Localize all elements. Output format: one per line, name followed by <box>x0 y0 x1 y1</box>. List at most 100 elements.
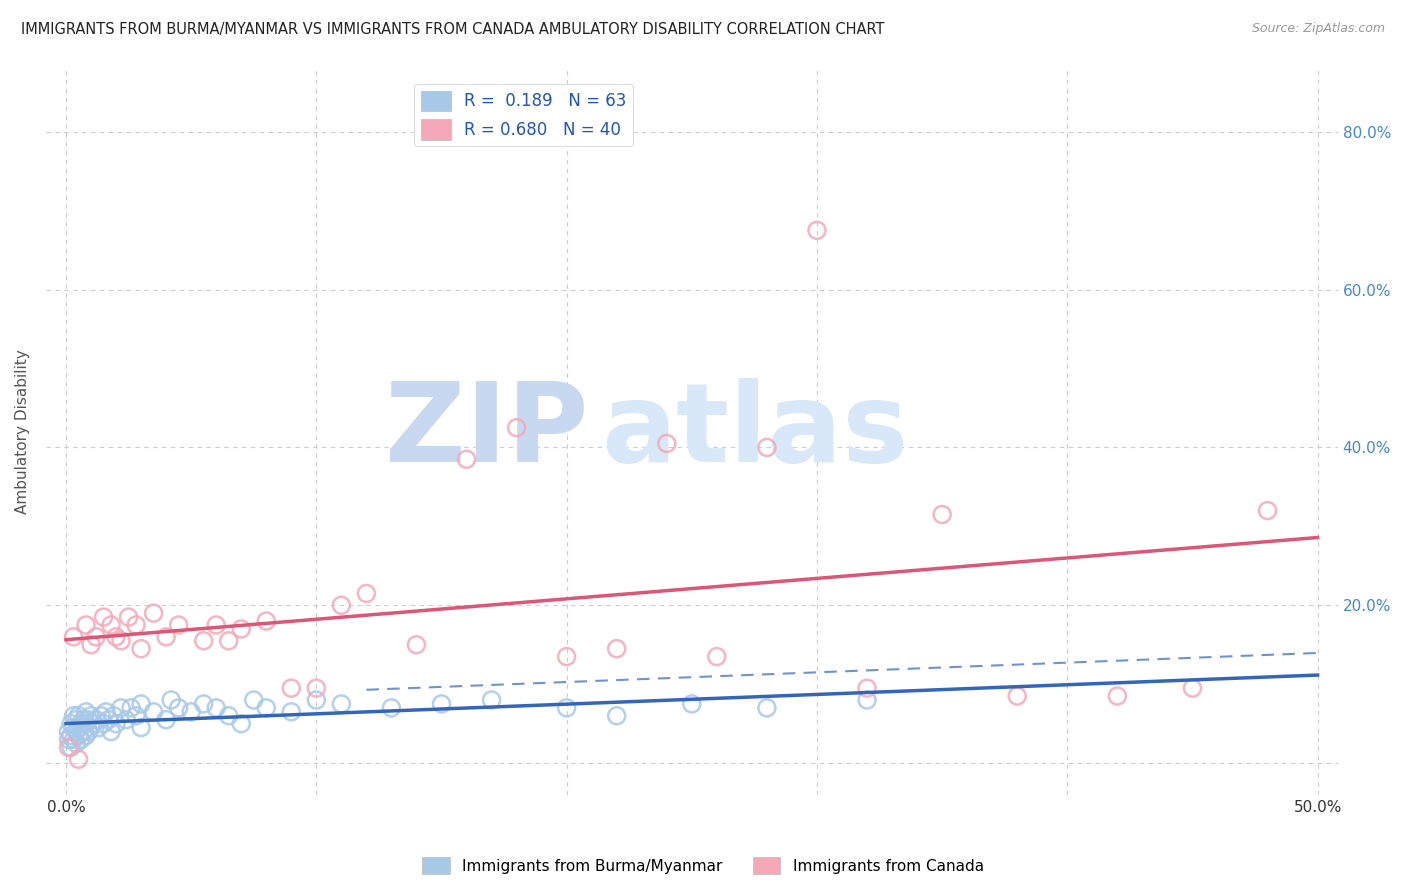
Point <box>129 641 152 656</box>
Point <box>430 697 453 711</box>
Point <box>180 705 202 719</box>
Point <box>405 638 427 652</box>
Point <box>103 708 125 723</box>
Point <box>70 716 93 731</box>
Point <box>75 729 97 743</box>
Point <box>330 599 353 613</box>
Point <box>62 732 84 747</box>
Point <box>218 633 240 648</box>
Point <box>75 705 97 719</box>
Point <box>218 708 240 723</box>
Point <box>280 681 302 695</box>
Point <box>115 713 138 727</box>
Point <box>160 693 183 707</box>
Point <box>806 223 828 237</box>
Point <box>129 697 152 711</box>
Point <box>142 606 165 620</box>
Point <box>65 724 87 739</box>
Point <box>142 705 165 719</box>
Point <box>555 701 578 715</box>
Point <box>231 716 253 731</box>
Point <box>167 701 190 715</box>
Point <box>856 681 879 695</box>
Point <box>60 740 83 755</box>
Point <box>606 708 628 723</box>
Point <box>125 708 148 723</box>
Point <box>481 693 503 707</box>
Text: ZIP: ZIP <box>385 378 589 485</box>
Point <box>105 716 128 731</box>
Point <box>60 716 83 731</box>
Text: atlas: atlas <box>602 378 908 485</box>
Point <box>193 633 215 648</box>
Point <box>65 736 87 750</box>
Point <box>155 630 177 644</box>
Point <box>155 713 177 727</box>
Point <box>67 708 90 723</box>
Point <box>125 618 148 632</box>
Point <box>80 638 103 652</box>
Point <box>94 705 117 719</box>
Point <box>1257 503 1279 517</box>
Point <box>80 721 103 735</box>
Point <box>129 721 152 735</box>
Point <box>1107 689 1129 703</box>
Point <box>65 713 87 727</box>
Point <box>62 721 84 735</box>
Point <box>87 721 110 735</box>
Point <box>67 729 90 743</box>
Point <box>105 630 128 644</box>
Point <box>84 713 107 727</box>
Point <box>117 610 139 624</box>
Point <box>1005 689 1028 703</box>
Point <box>67 721 90 735</box>
Point <box>67 752 90 766</box>
Point <box>231 622 253 636</box>
Point <box>205 701 228 715</box>
Point <box>97 713 120 727</box>
Point <box>167 618 190 632</box>
Point <box>254 614 277 628</box>
Point <box>100 724 122 739</box>
Point <box>83 716 105 731</box>
Point <box>60 729 83 743</box>
Point <box>706 649 728 664</box>
Point <box>90 708 112 723</box>
Point <box>93 610 115 624</box>
Point <box>58 740 80 755</box>
Point <box>100 618 122 632</box>
Point <box>931 508 953 522</box>
Legend: R =  0.189   N = 63, R = 0.680   N = 40: R = 0.189 N = 63, R = 0.680 N = 40 <box>415 84 634 146</box>
Point <box>77 713 100 727</box>
Point <box>75 716 97 731</box>
Point <box>681 697 703 711</box>
Point <box>110 633 132 648</box>
Text: Source: ZipAtlas.com: Source: ZipAtlas.com <box>1251 22 1385 36</box>
Point <box>70 732 93 747</box>
Point <box>242 693 264 707</box>
Point <box>456 452 478 467</box>
Point <box>77 724 100 739</box>
Point <box>72 713 94 727</box>
Point <box>380 701 402 715</box>
Point <box>58 732 80 747</box>
Point <box>80 708 103 723</box>
Point <box>62 630 84 644</box>
Point <box>305 693 328 707</box>
Point <box>254 701 277 715</box>
Text: IMMIGRANTS FROM BURMA/MYANMAR VS IMMIGRANTS FROM CANADA AMBULATORY DISABILITY CO: IMMIGRANTS FROM BURMA/MYANMAR VS IMMIGRA… <box>21 22 884 37</box>
Y-axis label: Ambulatory Disability: Ambulatory Disability <box>15 350 30 514</box>
Point <box>205 618 228 632</box>
Legend: Immigrants from Burma/Myanmar, Immigrants from Canada: Immigrants from Burma/Myanmar, Immigrant… <box>416 851 990 880</box>
Point <box>120 701 142 715</box>
Point <box>305 681 328 695</box>
Point <box>84 630 107 644</box>
Point <box>62 708 84 723</box>
Point <box>110 701 132 715</box>
Point <box>606 641 628 656</box>
Point <box>72 724 94 739</box>
Point <box>280 705 302 719</box>
Point <box>555 649 578 664</box>
Point <box>58 724 80 739</box>
Point <box>856 693 879 707</box>
